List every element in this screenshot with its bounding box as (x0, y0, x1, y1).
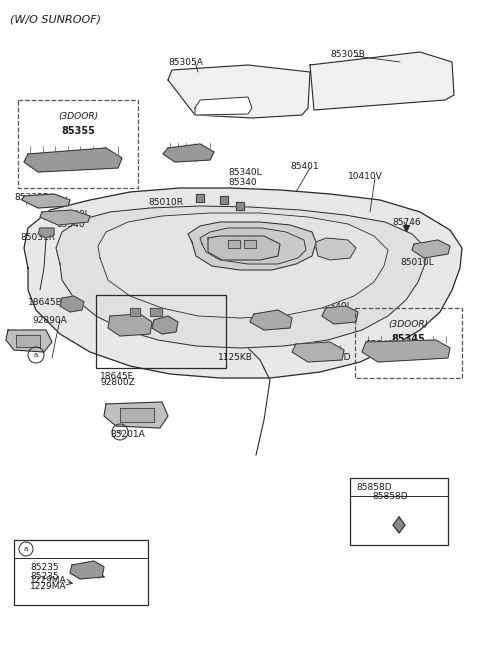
Polygon shape (168, 65, 310, 118)
Polygon shape (108, 314, 152, 336)
Bar (355, 308, 462, 378)
Polygon shape (412, 240, 450, 258)
Polygon shape (250, 310, 292, 330)
Polygon shape (163, 144, 214, 162)
Text: 18645F: 18645F (100, 372, 134, 381)
Text: 85858D: 85858D (356, 483, 392, 491)
Polygon shape (188, 222, 316, 270)
Text: 92800Z: 92800Z (100, 378, 135, 387)
Text: 1125KB: 1125KB (218, 353, 253, 362)
Text: 18645B: 18645B (28, 298, 63, 307)
Text: 85031R: 85031R (20, 233, 55, 242)
Polygon shape (322, 306, 358, 324)
Text: (3DOOR): (3DOOR) (388, 320, 429, 329)
Text: 1229MA: 1229MA (30, 576, 67, 585)
Polygon shape (196, 194, 204, 202)
Polygon shape (152, 316, 178, 334)
Polygon shape (220, 196, 228, 204)
Text: 85340J: 85340J (318, 302, 349, 311)
Text: 85010L: 85010L (400, 258, 434, 267)
Text: 1229MA: 1229MA (30, 582, 67, 591)
Text: 85345: 85345 (365, 340, 394, 349)
Text: 85340L: 85340L (56, 210, 90, 219)
Bar (18, 100, 138, 188)
Polygon shape (310, 52, 454, 110)
Text: 85746: 85746 (392, 218, 420, 227)
Text: 85335B: 85335B (14, 193, 49, 202)
Text: (W/O SUNROOF): (W/O SUNROOF) (10, 14, 101, 24)
Text: a: a (24, 546, 28, 552)
Text: 85235: 85235 (30, 563, 59, 572)
Text: (3DOOR): (3DOOR) (58, 112, 98, 121)
Polygon shape (6, 330, 52, 352)
Polygon shape (292, 342, 344, 362)
Polygon shape (200, 228, 306, 264)
Polygon shape (244, 240, 256, 248)
Polygon shape (40, 210, 90, 225)
Text: 85031L: 85031L (248, 312, 282, 321)
Text: 85201A: 85201A (110, 430, 145, 439)
Polygon shape (316, 238, 356, 260)
Text: 85235: 85235 (30, 572, 59, 581)
Polygon shape (195, 97, 252, 115)
Text: 85355: 85355 (61, 126, 95, 136)
Polygon shape (150, 308, 162, 316)
Polygon shape (24, 148, 122, 172)
Text: 92890A: 92890A (32, 316, 67, 325)
Text: 85340: 85340 (228, 178, 257, 187)
Polygon shape (98, 213, 388, 318)
Text: 85305B: 85305B (330, 50, 365, 59)
Text: 85340L: 85340L (228, 168, 262, 177)
Text: 85355: 85355 (168, 148, 197, 157)
Polygon shape (60, 296, 84, 312)
Polygon shape (362, 340, 450, 362)
Text: 91630: 91630 (188, 265, 217, 274)
Polygon shape (120, 408, 154, 422)
Polygon shape (22, 194, 70, 208)
Polygon shape (70, 561, 104, 579)
Polygon shape (228, 240, 240, 248)
Polygon shape (104, 402, 168, 428)
Text: 85010R: 85010R (148, 198, 183, 207)
Text: 85202A: 85202A (4, 335, 38, 344)
Polygon shape (24, 188, 462, 378)
Text: 85305A: 85305A (168, 58, 203, 67)
Bar (96, 295, 226, 368)
Polygon shape (56, 206, 426, 348)
Polygon shape (38, 228, 54, 238)
Bar (14, 540, 148, 605)
Bar (350, 478, 448, 545)
Polygon shape (16, 335, 40, 347)
Text: 85325D: 85325D (315, 353, 350, 362)
Text: 85340: 85340 (56, 220, 84, 229)
Polygon shape (130, 308, 140, 316)
Text: 85401: 85401 (290, 162, 319, 171)
Polygon shape (236, 202, 244, 210)
Text: a: a (118, 429, 122, 435)
Polygon shape (208, 236, 280, 260)
Text: 85858D: 85858D (372, 492, 408, 501)
Text: a: a (34, 352, 38, 358)
Text: 10410V: 10410V (348, 172, 383, 181)
Text: 85345: 85345 (392, 334, 425, 344)
Polygon shape (393, 517, 405, 533)
